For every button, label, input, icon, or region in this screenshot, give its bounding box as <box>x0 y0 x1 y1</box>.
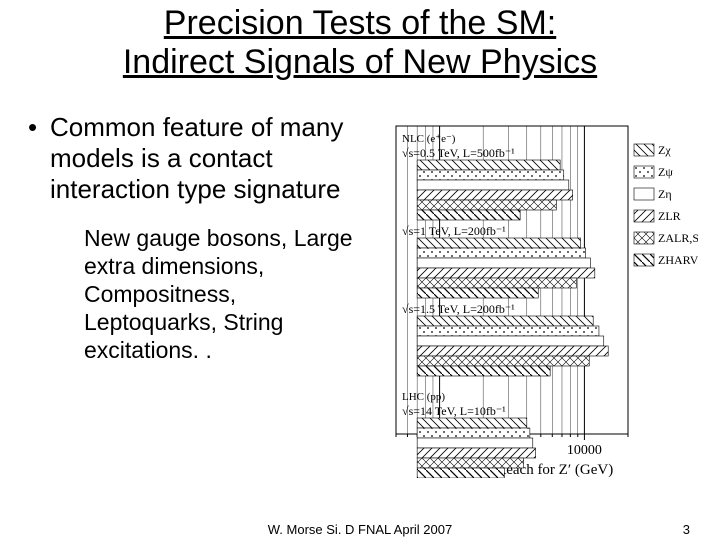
svg-text:Zχ: Zχ <box>658 143 671 157</box>
svg-text:√s=14 TeV, L=10fb⁻¹: √s=14 TeV, L=10fb⁻¹ <box>402 404 506 418</box>
footer-author: W. Morse Si. D FNAL April 2007 <box>0 522 720 537</box>
svg-text:Zψ: Zψ <box>658 165 673 179</box>
chart-svg: 100010000Discovery Reach for Z′ (GeV)NLC… <box>378 118 698 478</box>
discovery-reach-figure: 100010000Discovery Reach for Z′ (GeV)NLC… <box>378 118 698 478</box>
svg-text:10000: 10000 <box>567 443 602 458</box>
svg-text:LHC (pp): LHC (pp) <box>402 391 445 403</box>
svg-text:ZLR: ZLR <box>658 209 681 223</box>
svg-text:NLC (e⁺e⁻): NLC (e⁺e⁻) <box>402 133 456 145</box>
footer-page-number: 3 <box>683 522 690 537</box>
slide-title: Precision Tests of the SM:Indirect Signa… <box>0 4 720 82</box>
svg-text:√s=1.5 TeV, L=200fb⁻¹: √s=1.5 TeV, L=200fb⁻¹ <box>402 302 515 316</box>
svg-text:ZHARV: ZHARV <box>658 253 698 267</box>
bullet-sublist: New gauge bosons, Large extra dimensions… <box>28 224 368 364</box>
bullet-main: Common feature of many models is a conta… <box>28 112 368 206</box>
svg-text:Zη: Zη <box>658 187 672 201</box>
content-area: Common feature of many models is a conta… <box>28 112 368 364</box>
svg-text:√s=1 TeV, L=200fb⁻¹: √s=1 TeV, L=200fb⁻¹ <box>402 224 506 238</box>
svg-text:√s=0.5 TeV, L=500fb⁻¹: √s=0.5 TeV, L=500fb⁻¹ <box>402 146 515 160</box>
svg-text:ZALR,SSM: ZALR,SSM <box>658 231 698 245</box>
